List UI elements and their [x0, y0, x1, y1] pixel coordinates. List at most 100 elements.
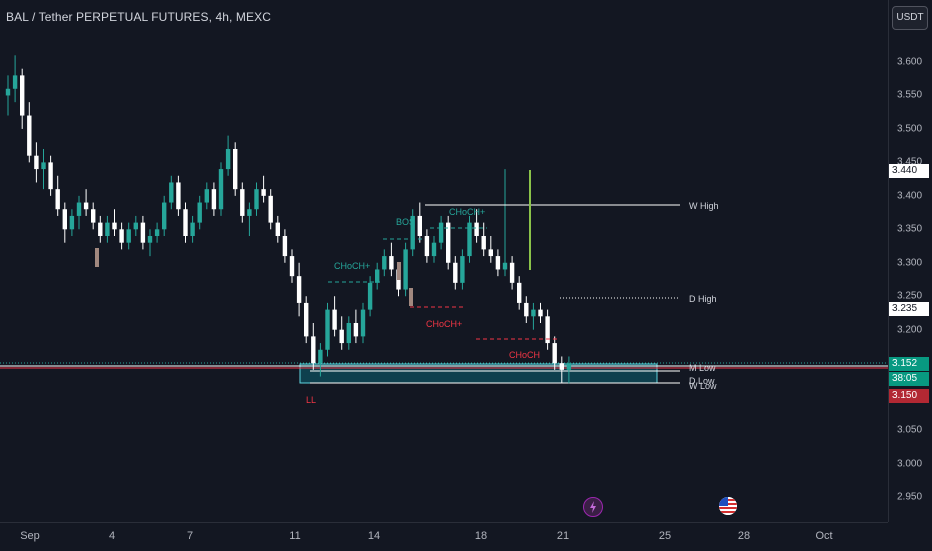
choch-label: CHoCH [509, 350, 540, 360]
candle-body [460, 256, 465, 283]
candle-body [275, 222, 280, 236]
d-low-label: D Low [689, 376, 715, 386]
countdown-label: 38:05 [889, 372, 929, 386]
accent-candle [95, 248, 99, 267]
candle-body [296, 276, 302, 303]
candle-body [247, 209, 252, 216]
price-tick-label: 3.250 [897, 290, 923, 302]
price-axis[interactable]: 3.600 3.550 3.500 3.450 3.400 3.350 3.300 3.250… [888, 0, 932, 522]
candle-body [190, 222, 195, 236]
candle-body [83, 202, 89, 210]
currency-button[interactable]: USDT [892, 6, 928, 30]
time-tick-label: 25 [658, 530, 672, 542]
candle-body [566, 363, 572, 370]
time-tick-label: Sep [20, 530, 40, 542]
candle-body [382, 256, 387, 270]
choch-plus-1-label: CHoCH+ [334, 261, 370, 271]
candle-body [69, 215, 75, 230]
d-high-label: D High [689, 294, 717, 304]
candle-body [5, 88, 11, 96]
candle-body [360, 309, 366, 337]
candle-body [502, 262, 508, 270]
candle-body [268, 195, 273, 223]
candle-body [218, 169, 224, 210]
time-tick-label: 18 [474, 530, 488, 542]
candle-body [41, 162, 46, 170]
chart-area[interactable]: W High D High M Low D Low W Low CHoCH+ BOS CHoC… [0, 0, 888, 522]
price-tick-label: 2.950 [897, 491, 923, 503]
time-tick-label: 4 [108, 530, 116, 542]
lightning-icon[interactable] [583, 497, 603, 517]
candle-body [183, 209, 188, 236]
candle-body [488, 249, 493, 257]
w-low-label: W Low [689, 381, 717, 391]
candle-body [559, 363, 564, 370]
last-price-label: 3.152 [889, 357, 929, 371]
candle-body [233, 149, 238, 190]
candle-body [154, 229, 160, 236]
candle-body [446, 222, 451, 263]
candle-body [254, 189, 259, 210]
candle-body [403, 249, 408, 290]
candle-body [509, 262, 515, 283]
us-flag-icon[interactable] [719, 497, 737, 515]
candle-body [176, 182, 181, 210]
candle-body [98, 222, 103, 236]
candle-body [545, 316, 550, 344]
candle-body [225, 149, 231, 170]
price-tick-label: 3.200 [897, 324, 923, 336]
candle-body [517, 282, 522, 303]
bos-label: BOS [396, 217, 415, 227]
candle-body [119, 229, 124, 243]
candle-body [332, 309, 337, 330]
price-tick-label: 3.550 [897, 89, 923, 101]
candle-body [367, 282, 373, 310]
candle-body [375, 269, 380, 283]
price-tick-label: 3.450 [897, 156, 923, 168]
price-tick-label: 3.500 [897, 123, 923, 135]
accent-candle [397, 262, 401, 280]
price-tick-label: 3.350 [897, 223, 923, 235]
candle-body [240, 189, 245, 216]
candle-body [524, 302, 529, 317]
candle-body [261, 189, 266, 196]
candle-body [162, 202, 167, 230]
candle-body [169, 182, 174, 203]
candle-body [339, 329, 344, 344]
candle-body [34, 155, 39, 170]
time-tick-label: 11 [289, 530, 301, 542]
candle-body [133, 222, 138, 230]
candle-body [481, 236, 486, 250]
w-high-label: W High [689, 201, 719, 211]
high-price-label: 3.440 [889, 164, 929, 178]
candle-body [12, 75, 18, 89]
accent-candle [409, 288, 413, 306]
candle-body [27, 115, 32, 156]
time-tick-label: 14 [367, 530, 381, 542]
candle-body [282, 236, 288, 257]
candle-body [538, 309, 543, 317]
candle-body [311, 336, 316, 364]
candle-body [552, 343, 557, 364]
time-tick-label: Oct [815, 530, 833, 542]
candle-body [431, 242, 437, 257]
d-high-price-label: 3.235 [889, 302, 929, 316]
time-axis[interactable]: Sep 4 7 11 14 18 21 25 28 Oct [0, 522, 888, 551]
price-tick-label: 3.050 [897, 424, 923, 436]
time-tick-label: 7 [186, 530, 194, 542]
candle-body [353, 323, 359, 337]
candle-body [197, 202, 202, 223]
candle-body [438, 222, 444, 243]
candle-body [105, 222, 110, 236]
candle-body [467, 222, 472, 257]
candle-body [91, 209, 96, 223]
m-low-label: M Low [689, 363, 716, 373]
candle-body [417, 215, 422, 236]
price-tick-label: 3.300 [897, 257, 923, 269]
candle-body [55, 189, 60, 210]
price-tick-label: 3.000 [897, 458, 923, 470]
candle-body [495, 256, 501, 270]
candle-body [48, 162, 53, 190]
price-tick-label: 3.400 [897, 190, 923, 202]
